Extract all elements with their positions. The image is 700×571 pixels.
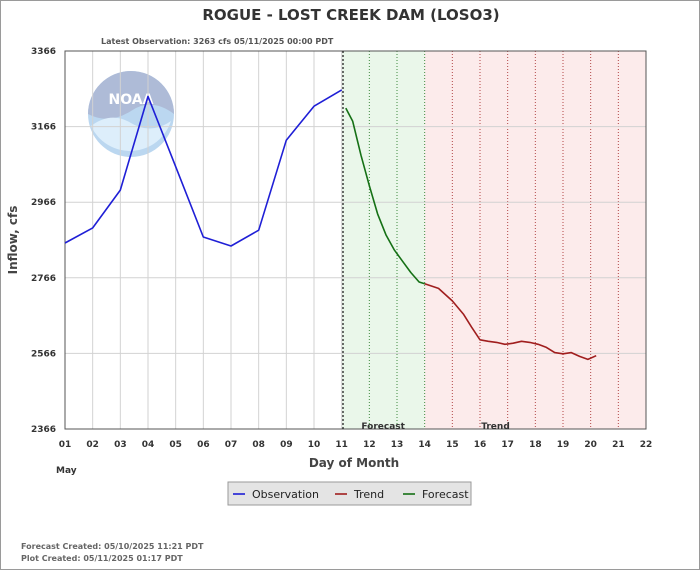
x-tick-label: 06 xyxy=(197,440,210,450)
x-tick-label: 11 xyxy=(335,440,348,450)
legend-label-forecast: Forecast xyxy=(422,488,469,501)
y-tick-label: 3166 xyxy=(31,123,56,133)
x-tick-label: 19 xyxy=(557,440,570,450)
x-tick-label: 09 xyxy=(280,440,293,450)
x-tick-label: 15 xyxy=(446,440,459,450)
gridlines xyxy=(65,51,646,429)
x-tick-label: 22 xyxy=(640,440,653,450)
noaa-logo-text: NOAA xyxy=(109,92,154,108)
y-tick-label: 3366 xyxy=(31,47,56,57)
x-tick-label: 10 xyxy=(308,440,321,450)
legend-label-observation: Observation xyxy=(252,488,319,501)
x-axis-label: Day of Month xyxy=(309,456,399,470)
latest-observation: Latest Observation: 3263 cfs 05/11/2025 … xyxy=(101,37,334,46)
y-tick-labels: 2366 2566 2766 2966 3166 3366 xyxy=(31,47,56,435)
y-tick-label: 2366 xyxy=(31,425,56,435)
plot-created: Plot Created: 05/11/2025 01:17 PDT xyxy=(21,554,183,563)
forecast-trend-zones xyxy=(341,51,646,429)
x-tick-label: 16 xyxy=(474,440,487,450)
y-tick-label: 2566 xyxy=(31,349,56,359)
x-tick-label: 20 xyxy=(584,440,597,450)
x-tick-label: 03 xyxy=(114,440,127,450)
x-tick-label: 18 xyxy=(529,440,542,450)
month-label: May xyxy=(56,466,77,476)
x-tick-labels: 01 02 03 04 05 06 07 08 09 10 11 12 13 14 15 16 17 18 19 20… xyxy=(59,440,653,450)
x-tick-label: 01 xyxy=(59,440,72,450)
x-tick-label: 05 xyxy=(169,440,182,450)
series-forecast-line xyxy=(345,107,425,285)
zone-labels: Forecast Trend xyxy=(361,422,509,432)
x-tick-label: 12 xyxy=(363,440,376,450)
x-tick-label: 14 xyxy=(418,440,431,450)
x-tick-label: 21 xyxy=(612,440,625,450)
chart-title: ROGUE - LOST CREEK DAM (LOSO3) xyxy=(202,6,499,24)
legend: Observation Trend Forecast xyxy=(227,481,472,506)
noaa-logo-icon: NOAA xyxy=(88,71,174,157)
plot-area xyxy=(64,50,647,430)
forecast-created: Forecast Created: 05/10/2025 11:21 PDT xyxy=(21,542,204,551)
data-series xyxy=(64,89,597,361)
x-tick-label: 13 xyxy=(391,440,404,450)
x-tick-label: 02 xyxy=(86,440,99,450)
series-observation-line xyxy=(64,89,343,247)
x-tick-label: 08 xyxy=(252,440,265,450)
x-tick-label: 07 xyxy=(225,440,238,450)
zone-label-trend: Trend xyxy=(481,422,510,432)
zone-label-forecast: Forecast xyxy=(361,422,405,432)
y-tick-label: 2766 xyxy=(31,274,56,284)
series-trend-line xyxy=(424,283,597,361)
x-tick-label: 17 xyxy=(501,440,514,450)
y-tick-label: 2966 xyxy=(31,198,56,208)
legend-label-trend: Trend xyxy=(353,488,384,501)
legend-box xyxy=(227,481,472,506)
y-axis-label: Inflow, cfs xyxy=(6,206,20,275)
zone-forecast xyxy=(341,51,425,429)
x-tick-label: 04 xyxy=(142,440,155,450)
